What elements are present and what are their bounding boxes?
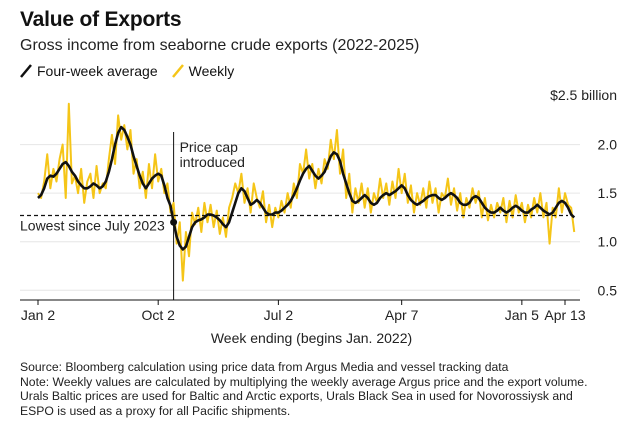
- weekly-series-line: [37, 102, 576, 282]
- chart-title: Value of Exports: [20, 8, 182, 31]
- legend: Four-week average Weekly: [20, 63, 248, 79]
- chart-subtitle: Gross income from seaborne crude exports…: [20, 37, 420, 54]
- x-tick-label: Apr 7: [385, 307, 419, 323]
- legend-item-average: Four-week average: [20, 63, 158, 79]
- legend-label-weekly: Weekly: [188, 63, 235, 79]
- legend-item-weekly: Weekly: [171, 63, 235, 79]
- note-line-2: Urals Baltic prices are used for Baltic …: [20, 389, 573, 404]
- source-note: Source: Bloomberg calculation using pric…: [20, 360, 509, 374]
- x-tick-label: Apr 13: [544, 307, 585, 323]
- price-cap-label-line-2: introduced: [180, 154, 245, 170]
- price-cap-label-line-1: Price cap: [180, 139, 239, 155]
- four-week-average-series-line: [37, 125, 576, 251]
- x-axis-label: Week ending (begins Jan. 2022): [211, 330, 412, 346]
- y-tick-label: 1.0: [598, 234, 618, 250]
- reference-line-label: Lowest since July 2023: [20, 217, 165, 233]
- y-tick-label: 2.0: [598, 137, 618, 153]
- x-tick-label: Jul 2: [264, 307, 294, 323]
- line-chart: $2.5 billion 0.5 1.0 1.5 2.0 Jan 2 Oct 2 Jul 2 A…: [20, 87, 618, 346]
- y-unit-label: $2.5 billion: [550, 87, 617, 103]
- note-line-1: Note: Weekly values are calculated by mu…: [20, 374, 588, 389]
- price-cap-marker: [170, 218, 178, 226]
- legend-swatch-average: [20, 64, 32, 78]
- x-tick-label: Jan 5: [505, 307, 539, 323]
- legend-label-average: Four-week average: [37, 63, 158, 79]
- y-tick-label: 0.5: [598, 282, 618, 298]
- x-tick-label: Jan 2: [21, 307, 55, 323]
- y-tick-label: 1.5: [598, 185, 618, 201]
- chart-notes: Source: Bloomberg calculation using pric…: [20, 360, 620, 418]
- note-line-3: ESPO is used as a proxy for all Pacific …: [20, 403, 291, 418]
- legend-swatch-weekly: [171, 64, 184, 78]
- x-tick-label: Oct 2: [141, 307, 175, 323]
